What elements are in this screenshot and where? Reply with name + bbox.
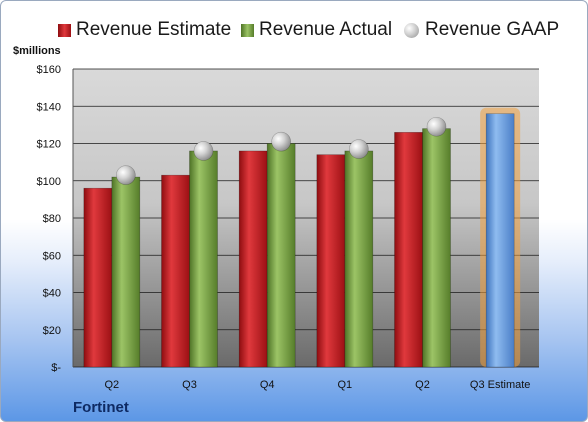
legend-label: Revenue Actual bbox=[259, 19, 393, 40]
legend-item-revenue-estimate: Revenue Estimate bbox=[58, 17, 231, 43]
revenue-gaap-marker bbox=[271, 131, 291, 152]
x-tick-label: Q4 bbox=[260, 379, 275, 391]
company-name: Fortinet bbox=[73, 399, 129, 416]
y-tick-label: $40 bbox=[43, 288, 61, 300]
revenue-actual-bar bbox=[111, 176, 141, 368]
revenue-actual-bar bbox=[422, 128, 451, 368]
y-axis: $- $20 $40 $60 $80 $100 $120 $140 $160 bbox=[37, 64, 74, 374]
revenue-estimate-forecast-bar bbox=[485, 113, 515, 368]
revenue-gaap-marker bbox=[116, 165, 136, 185]
y-tick-label: $80 bbox=[43, 213, 61, 225]
revenue-gaap-marker bbox=[349, 139, 369, 159]
legend-item-revenue-gaap: Revenue GAAP bbox=[404, 17, 559, 43]
revenue-actual-bar bbox=[344, 150, 374, 368]
revenue-estimate-bar bbox=[238, 150, 268, 368]
x-tick-label: Q2 bbox=[104, 379, 119, 391]
revenue-gaap-marker bbox=[426, 116, 447, 137]
y-tick-label: $20 bbox=[43, 325, 61, 337]
y-tick-label: $140 bbox=[37, 101, 61, 113]
x-tick-label: Q3 bbox=[182, 379, 197, 391]
bars bbox=[83, 107, 521, 368]
gaap-markers bbox=[116, 116, 447, 185]
revenue-estimate-bar bbox=[83, 187, 113, 368]
red-swatch-icon bbox=[58, 23, 71, 37]
green-swatch-icon bbox=[241, 23, 254, 37]
legend-item-revenue-actual: Revenue Actual bbox=[241, 17, 392, 43]
y-axis-unit-label: $millions bbox=[13, 45, 61, 57]
revenue-estimate-bar bbox=[394, 132, 423, 368]
gray-sphere-icon bbox=[404, 22, 419, 38]
revenue-actual-bar bbox=[266, 143, 296, 368]
y-tick-label: $160 bbox=[37, 64, 61, 76]
y-tick-label: $100 bbox=[37, 176, 61, 188]
revenue-gaap-marker bbox=[193, 141, 214, 161]
legend-label: Revenue GAAP bbox=[425, 19, 560, 40]
legend: Revenue Estimate Revenue Actual Revenue … bbox=[1, 17, 587, 43]
revenue-estimate-bar bbox=[316, 154, 346, 368]
gridlines bbox=[73, 68, 539, 368]
x-axis: Q2 Q3 Q4 Q1 Q2 Q3 Estimate bbox=[104, 379, 530, 391]
x-tick-label: Q1 bbox=[337, 379, 352, 391]
x-tick-label: Q3 Estimate bbox=[470, 379, 531, 391]
y-tick-label: $120 bbox=[37, 139, 61, 151]
legend-label: Revenue Estimate bbox=[76, 19, 232, 40]
revenue-actual-bar bbox=[189, 150, 218, 368]
x-tick-label: Q2 bbox=[415, 379, 430, 391]
y-tick-label: $60 bbox=[43, 250, 61, 262]
revenue-estimate-bar bbox=[161, 174, 190, 368]
y-tick-label: $- bbox=[51, 362, 61, 374]
